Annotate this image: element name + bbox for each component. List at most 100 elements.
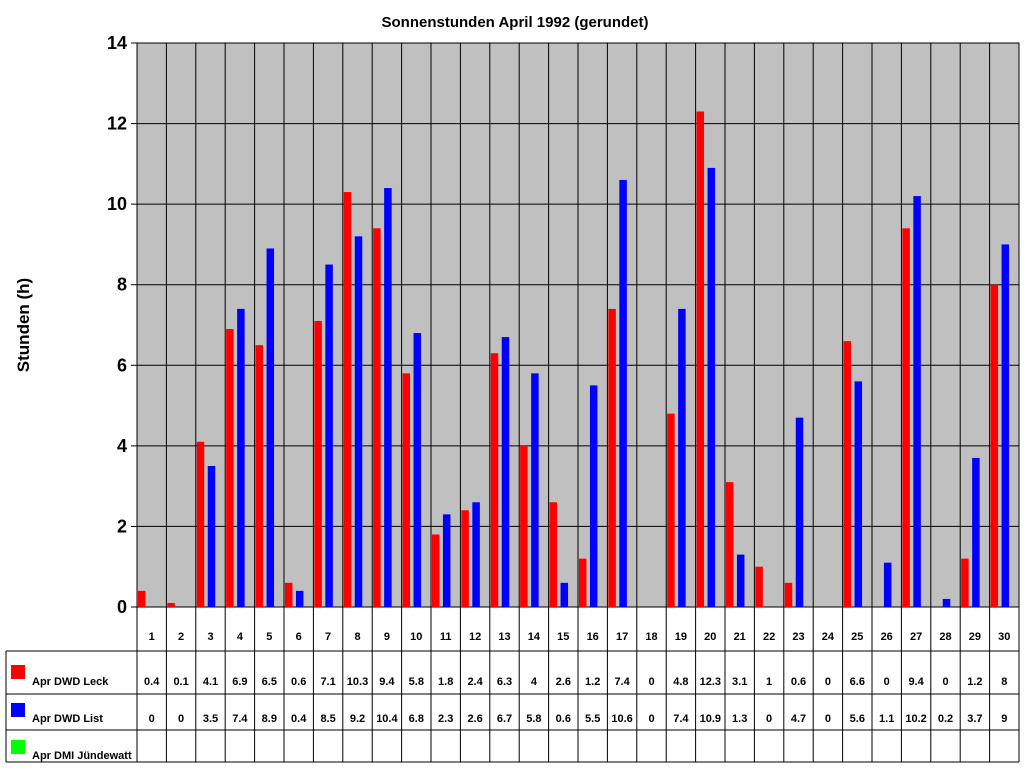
- data-table-cell: 2.6: [556, 676, 571, 688]
- x-tick-label: 10: [410, 631, 422, 643]
- bar-leck: [549, 502, 558, 607]
- data-table-cell: 7.1: [320, 676, 335, 688]
- x-tick-label: 26: [881, 631, 893, 643]
- y-axis-label: Stunden (h): [14, 278, 33, 372]
- data-table-cell: 10.3: [347, 676, 368, 688]
- data-table-cell: 2.4: [467, 676, 483, 688]
- x-tick-label: 23: [792, 631, 804, 643]
- bar-list: [237, 308, 245, 607]
- x-tick-label: 14: [528, 631, 541, 643]
- x-tick-label: 13: [498, 631, 510, 643]
- bar-list: [501, 337, 510, 607]
- x-tick-label: 27: [910, 631, 922, 643]
- bar-list: [736, 554, 745, 607]
- bar-list: [913, 196, 921, 608]
- data-table-cell: 6.6: [850, 676, 865, 688]
- bar-leck: [843, 341, 852, 607]
- x-tick-label: 12: [469, 631, 481, 643]
- data-table-cell: 0.6: [556, 713, 571, 725]
- bar-leck: [725, 482, 734, 607]
- data-table-cell: 9.2: [350, 713, 365, 725]
- x-tick-label: 2: [178, 631, 184, 643]
- y-tick-label: 10: [107, 194, 127, 214]
- bar-leck: [461, 510, 469, 607]
- data-table-cell: 9.4: [908, 676, 924, 688]
- bar-leck: [961, 558, 969, 607]
- bar-list: [325, 264, 333, 607]
- bar-leck: [902, 228, 910, 608]
- y-tick-label: 2: [117, 516, 127, 536]
- bar-leck: [373, 228, 381, 608]
- bar-leck: [226, 329, 234, 607]
- data-table-cell: 0: [884, 676, 890, 688]
- y-tick-label: 4: [117, 436, 127, 456]
- data-table-cell: 0: [825, 713, 831, 725]
- data-table-cell: 7.4: [232, 713, 248, 725]
- data-table-cell: 0.6: [291, 676, 306, 688]
- data-table-cell: 9.4: [379, 676, 395, 688]
- data-table-cell: 9: [1001, 713, 1007, 725]
- bar-list: [883, 562, 892, 607]
- data-table-cell: 5.6: [850, 713, 865, 725]
- data-table-cell: 4.1: [203, 676, 218, 688]
- bar-leck: [314, 320, 322, 607]
- legend-key: [11, 740, 25, 754]
- data-table-cell: 0.6: [791, 676, 806, 688]
- bar-leck: [490, 353, 499, 607]
- data-table-cell: 3.5: [203, 713, 218, 725]
- bar-list: [589, 385, 598, 607]
- bar-list: [854, 381, 863, 607]
- bar-leck: [402, 373, 411, 607]
- bar-leck: [284, 582, 293, 607]
- data-table-cell: 1.2: [967, 676, 982, 688]
- data-table-cell: 5.8: [526, 713, 541, 725]
- y-tick-label: 14: [107, 33, 127, 53]
- bar-leck: [578, 558, 587, 607]
- data-table-cell: 5.5: [585, 713, 600, 725]
- data-table-cell: 6.8: [409, 713, 424, 725]
- x-tick-label: 30: [998, 631, 1010, 643]
- bar-leck: [343, 192, 352, 608]
- bar-leck: [196, 441, 205, 607]
- data-table-cell: 10.6: [611, 713, 632, 725]
- data-table-cell: 0: [149, 713, 155, 725]
- legend-label: Apr DWD Leck: [32, 676, 109, 688]
- data-table-cell: 2.6: [467, 713, 482, 725]
- x-tick-label: 19: [675, 631, 687, 643]
- bar-list: [207, 466, 216, 607]
- data-table-cell: 6.7: [497, 713, 512, 725]
- data-table-cell: 10.9: [700, 713, 721, 725]
- x-tick-label: 17: [616, 631, 628, 643]
- data-table-cell: 3.1: [732, 676, 747, 688]
- data-table-cell: 4.7: [791, 713, 806, 725]
- bar-leck: [255, 345, 264, 607]
- bar-leck: [990, 284, 999, 607]
- x-tick-label: 18: [645, 631, 657, 643]
- bar-list: [972, 457, 980, 607]
- bar-list: [707, 167, 716, 607]
- data-table-cell: 8.9: [262, 713, 277, 725]
- x-tick-label: 7: [325, 631, 331, 643]
- x-tick-label: 20: [704, 631, 716, 643]
- data-table-cell: 0: [178, 713, 184, 725]
- data-table-cell: 10.2: [905, 713, 926, 725]
- bar-list: [531, 373, 539, 607]
- data-table-cell: 5.8: [409, 676, 424, 688]
- x-tick-label: 25: [851, 631, 863, 643]
- bar-leck: [784, 582, 793, 607]
- data-table-cell: 0: [825, 676, 831, 688]
- x-tick-label: 28: [939, 631, 951, 643]
- bar-list: [619, 179, 627, 607]
- bar-leck: [608, 308, 616, 607]
- data-table-cell: 0.4: [144, 676, 160, 688]
- bar-list: [1001, 244, 1010, 607]
- data-table-cell: 8: [1001, 676, 1007, 688]
- x-tick-label: 21: [734, 631, 746, 643]
- bar-list: [795, 417, 804, 607]
- bar-list: [266, 248, 275, 607]
- bar-leck: [667, 413, 675, 607]
- data-table-cell: 2.3: [438, 713, 453, 725]
- bar-list: [472, 502, 480, 607]
- bar-leck: [431, 534, 440, 607]
- x-tick-label: 16: [587, 631, 599, 643]
